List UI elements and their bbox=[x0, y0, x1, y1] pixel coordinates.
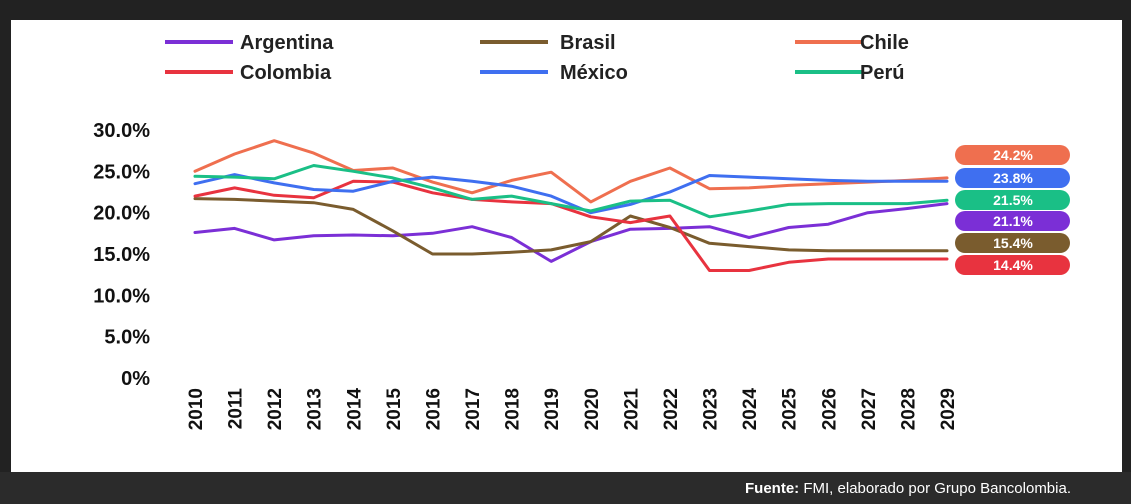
end-label-pill-chile bbox=[955, 145, 1070, 165]
end-label-pill-brasil bbox=[955, 233, 1070, 253]
y-axis: 0% 5.0% 10.0% 15.0% 20.0% 25.0% 30.0% bbox=[93, 120, 150, 390]
x-tick-label: 2010 bbox=[186, 388, 207, 430]
legend: Argentina Brasil Chile Colombia México Perú bbox=[165, 32, 909, 84]
y-tick-label: 15.0% bbox=[93, 244, 150, 266]
legend-label-mexico: México bbox=[560, 62, 628, 84]
x-tick-label: 2023 bbox=[701, 388, 722, 430]
x-tick-label: 2026 bbox=[819, 388, 840, 430]
x-tick-label: 2024 bbox=[740, 388, 761, 431]
end-label-brasil: 15.4% bbox=[993, 235, 1033, 251]
x-tick-label: 2027 bbox=[859, 388, 880, 430]
footer-bar bbox=[0, 472, 1131, 504]
end-label-peru: 21.5% bbox=[993, 192, 1033, 208]
legend-label-argentina: Argentina bbox=[240, 32, 334, 54]
x-tick-label: 2015 bbox=[384, 388, 405, 431]
x-tick-label: 2011 bbox=[226, 388, 247, 430]
y-tick-label: 30.0% bbox=[93, 120, 150, 142]
series-line-brasil bbox=[193, 197, 949, 256]
legend-label-colombia: Colombia bbox=[240, 62, 332, 84]
series-line-argentina bbox=[193, 202, 949, 263]
series-line-chile bbox=[193, 139, 949, 204]
end-label-pill-mexico bbox=[955, 168, 1070, 188]
x-tick-label: 2014 bbox=[344, 388, 365, 431]
y-tick-label: 20.0% bbox=[93, 203, 150, 225]
end-label-colombia: 14.4% bbox=[993, 257, 1033, 273]
x-tick-label: 2017 bbox=[463, 388, 484, 430]
x-tick-label: 2020 bbox=[582, 388, 603, 430]
y-tick-label: 0% bbox=[121, 368, 150, 390]
end-label-argentina: 21.1% bbox=[993, 213, 1033, 229]
x-tick-label: 2016 bbox=[423, 388, 444, 430]
end-label-pill-colombia bbox=[955, 255, 1070, 275]
series-line-mexico bbox=[193, 173, 949, 215]
x-tick-label: 2028 bbox=[898, 388, 919, 430]
source-note: Fuente: FMI, elaborado por Grupo Bancolo… bbox=[745, 480, 1071, 497]
end-label-mexico: 23.8% bbox=[993, 170, 1033, 186]
source-text: FMI, elaborado por Grupo Bancolombia. bbox=[799, 480, 1071, 497]
end-label-pill-peru bbox=[955, 190, 1070, 210]
x-axis: 2010 2011 2012 2013 2014 2015 2016 2017 2018 2019… bbox=[186, 388, 959, 431]
x-tick-label: 2025 bbox=[780, 388, 801, 431]
x-tick-label: 2029 bbox=[938, 388, 959, 430]
x-tick-label: 2012 bbox=[265, 388, 286, 430]
y-tick-label: 10.0% bbox=[93, 285, 150, 307]
end-value-labels: 24.2% 23.8% 21.5% 21.1% 15.4% 14.4% bbox=[955, 145, 1070, 275]
series-line-colombia bbox=[193, 179, 949, 272]
x-tick-label: 2019 bbox=[542, 388, 563, 430]
series-lines bbox=[193, 139, 949, 272]
end-label-pill-argentina bbox=[955, 211, 1070, 231]
end-label-chile: 24.2% bbox=[993, 147, 1033, 163]
source-prefix: Fuente: bbox=[745, 480, 800, 497]
legend-label-peru: Perú bbox=[860, 62, 904, 84]
x-tick-label: 2021 bbox=[621, 388, 642, 431]
x-tick-label: 2013 bbox=[305, 388, 326, 430]
x-tick-label: 2022 bbox=[661, 388, 682, 430]
legend-label-chile: Chile bbox=[860, 32, 909, 54]
series-line-peru bbox=[193, 164, 949, 219]
x-tick-label: 2018 bbox=[503, 388, 524, 430]
y-tick-label: 25.0% bbox=[93, 161, 150, 183]
y-tick-label: 5.0% bbox=[104, 327, 150, 349]
legend-label-brasil: Brasil bbox=[560, 32, 616, 54]
